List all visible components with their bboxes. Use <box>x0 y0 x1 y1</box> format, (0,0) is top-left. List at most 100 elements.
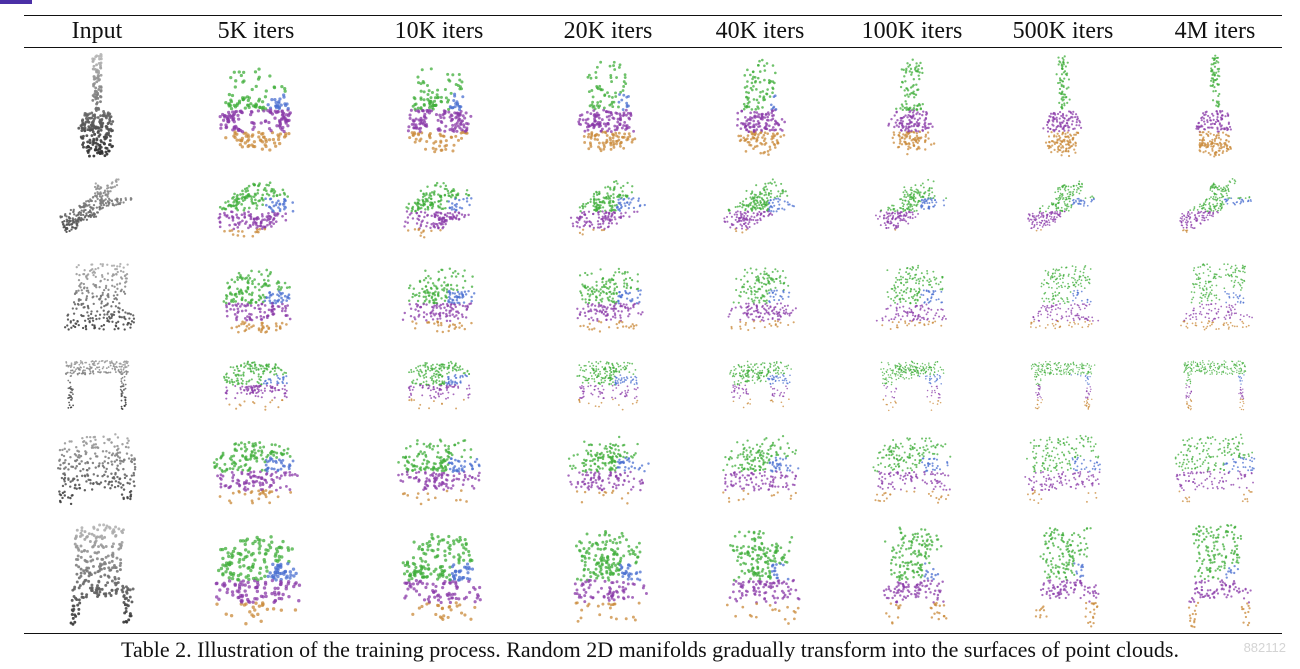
point-cloud-point <box>407 299 411 303</box>
point-cloud-point <box>95 93 99 97</box>
point-cloud-point <box>432 141 436 145</box>
point-cloud-point <box>408 303 411 306</box>
point-cloud-point <box>604 110 608 113</box>
point-cloud-point <box>411 320 414 323</box>
point-cloud-point <box>903 75 906 78</box>
point-cloud-point <box>745 95 748 99</box>
point-cloud-point <box>433 314 436 317</box>
point-cloud-point <box>90 116 94 120</box>
point-cloud-point <box>288 317 292 321</box>
point-cloud-point <box>610 222 614 225</box>
point-cloud-point <box>252 201 256 205</box>
point-cloud-point <box>737 217 741 220</box>
point-cloud-point <box>270 187 274 191</box>
point-cloud-point <box>270 112 275 116</box>
point-cloud-point <box>439 317 442 320</box>
point-cloud-point <box>282 115 286 119</box>
point-cloud-point <box>92 77 96 81</box>
guitar-icon <box>1195 54 1232 158</box>
point-cloud-point <box>426 200 429 203</box>
point-cloud-point <box>425 84 430 88</box>
point-cloud-point <box>100 125 104 129</box>
point-cloud-point <box>874 214 877 217</box>
point-cloud-point <box>445 288 449 291</box>
point-cloud-point <box>454 275 458 278</box>
point-cloud-point <box>1209 189 1212 191</box>
point-cloud-point <box>455 284 459 287</box>
point-cloud-point <box>432 224 436 227</box>
point-cloud-point <box>271 209 274 212</box>
point-cloud-point <box>234 204 238 207</box>
point-cloud-point <box>1207 134 1210 138</box>
point-cloud-point <box>621 135 625 139</box>
point-cloud-point <box>238 138 242 142</box>
point-cloud-point <box>763 69 767 72</box>
point-cloud-point <box>257 183 261 187</box>
point-cloud-point <box>243 106 247 110</box>
point-cloud-point <box>1217 102 1220 105</box>
point-cloud-point <box>92 212 96 215</box>
point-cloud-point <box>615 125 619 128</box>
point-cloud-point <box>448 206 452 210</box>
point-cloud-point <box>266 223 269 227</box>
point-cloud-point <box>81 122 85 126</box>
point-cloud-point <box>911 207 914 210</box>
point-cloud-point <box>268 148 272 152</box>
point-cloud-point <box>745 189 748 192</box>
point-cloud-point <box>926 202 929 205</box>
point-cloud-point <box>66 324 69 327</box>
point-cloud-point <box>780 118 784 121</box>
point-cloud-point <box>112 313 116 317</box>
point-cloud-point <box>87 211 90 214</box>
point-cloud-point <box>1211 122 1214 125</box>
point-cloud-point <box>90 211 93 214</box>
point-cloud-point <box>1068 191 1071 193</box>
point-cloud-point <box>92 302 95 305</box>
point-cloud-point <box>421 198 424 202</box>
point-cloud-point <box>1218 92 1221 96</box>
point-cloud-point <box>1209 206 1212 208</box>
point-cloud-point <box>598 84 602 88</box>
point-cloud-point <box>1225 145 1228 148</box>
point-cloud-point <box>99 262 102 266</box>
point-cloud-point <box>765 193 768 196</box>
point-cloud-point <box>908 137 912 140</box>
point-cloud-point <box>431 282 435 285</box>
point-cloud-point <box>612 64 615 68</box>
point-cloud-point <box>448 319 452 323</box>
point-cloud-point <box>740 227 744 230</box>
point-cloud-point <box>739 201 742 205</box>
point-cloud-point <box>1196 218 1199 221</box>
point-cloud-point <box>1065 196 1067 199</box>
point-cloud-point <box>70 326 73 329</box>
point-cloud-point <box>924 117 927 121</box>
point-cloud-point <box>767 153 770 156</box>
point-cloud-point <box>604 186 607 189</box>
point-cloud-point <box>587 210 591 213</box>
point-cloud-point <box>1201 214 1204 217</box>
point-cloud-point <box>237 324 241 328</box>
point-cloud-point <box>1213 142 1216 145</box>
point-cloud-point <box>419 116 423 120</box>
point-cloud-point <box>1206 142 1209 145</box>
point-cloud-point <box>753 110 756 114</box>
point-cloud-point <box>436 224 439 228</box>
point-cloud-point <box>578 215 582 219</box>
point-cloud-point <box>254 301 258 304</box>
point-cloud-point <box>1195 217 1198 220</box>
point-cloud-point <box>95 188 98 191</box>
point-cloud-point <box>1213 155 1216 158</box>
point-cloud-point <box>601 215 604 218</box>
point-cloud-point <box>277 305 281 308</box>
point-cloud-point <box>751 133 754 136</box>
point-cloud-point <box>251 104 256 108</box>
point-cloud-point <box>422 202 426 206</box>
point-cloud-point <box>916 111 919 114</box>
point-cloud-point <box>763 64 766 68</box>
point-cloud-point <box>229 307 232 311</box>
point-cloud-point <box>435 306 439 309</box>
point-cloud-point <box>1193 206 1196 208</box>
point-cloud-point <box>770 209 773 213</box>
point-cloud-point <box>430 222 433 226</box>
point-cloud-point <box>744 116 747 119</box>
